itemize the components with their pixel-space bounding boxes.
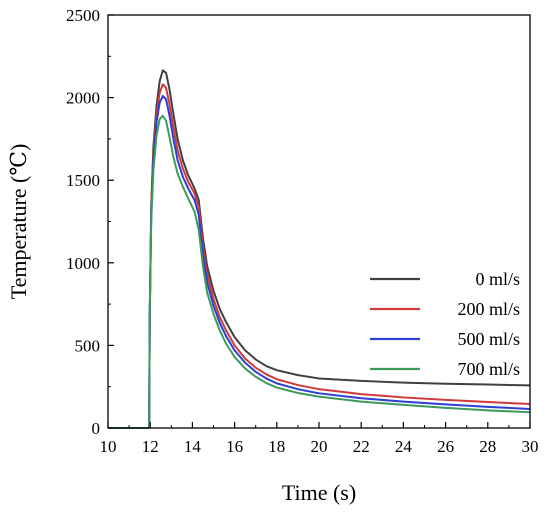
x-tick-label: 10 [100, 437, 117, 456]
x-tick-label: 20 [311, 437, 328, 456]
y-tick-label: 2000 [66, 89, 100, 108]
legend: 0 ml/s 200 ml/s 500 ml/s 700 ml/s [370, 269, 520, 379]
x-tick-label: 22 [353, 437, 370, 456]
x-tick-label: 14 [184, 437, 202, 456]
x-tick-label: 12 [142, 437, 159, 456]
x-tick-label: 24 [395, 437, 413, 456]
x-tick-label: 18 [268, 437, 285, 456]
legend-label-1: 200 ml/s [457, 299, 520, 319]
x-tick-label: 28 [479, 437, 496, 456]
y-tick-label: 1500 [66, 171, 100, 190]
y-tick-label: 0 [92, 419, 101, 438]
x-tick-label: 30 [522, 437, 539, 456]
legend-label-2: 500 ml/s [457, 329, 520, 349]
x-tick-label: 16 [226, 437, 243, 456]
y-tick-label: 500 [75, 336, 101, 355]
series-line-2 [108, 94, 531, 429]
legend-label-3: 700 ml/s [457, 359, 520, 379]
legend-label-0: 0 ml/s [475, 269, 520, 289]
series-lines [108, 69, 531, 429]
series-line-3 [108, 114, 531, 429]
x-axis-ticks: 10 12 14 16 18 20 22 24 26 28 30 [100, 422, 539, 456]
y-axis-title: Temperature (℃) [6, 144, 31, 300]
y-tick-label: 1000 [66, 254, 100, 273]
y-tick-label: 2500 [66, 6, 100, 25]
x-axis-title: Time (s) [282, 480, 356, 505]
y-axis-ticks: 0 500 1000 1500 2000 2500 [66, 6, 114, 438]
x-tick-label: 26 [437, 437, 454, 456]
